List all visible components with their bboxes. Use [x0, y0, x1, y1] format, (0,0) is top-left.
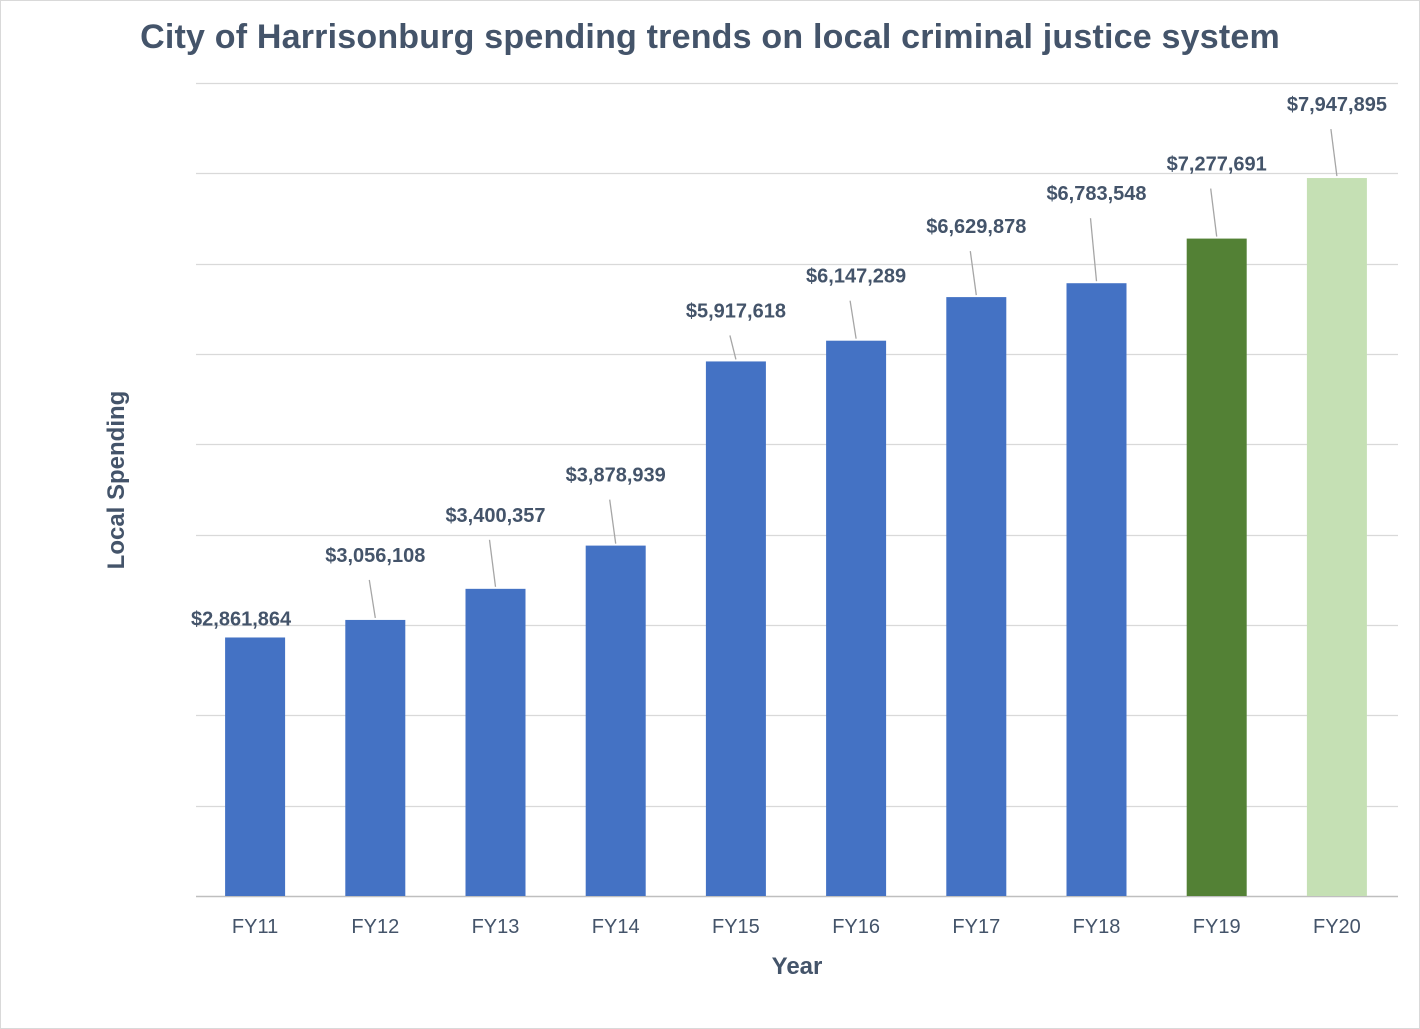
leader-line [1089, 218, 1098, 282]
data-label: $3,878,939 [566, 465, 666, 487]
x-tick-label: FY13 [472, 916, 520, 938]
data-label: $6,783,548 [1046, 183, 1146, 205]
data-label: $7,277,691 [1167, 154, 1267, 176]
leader-line [729, 335, 737, 360]
x-tick-labels: FY11 FY12 FY13 FY14 FY15 FY16 FY17 FY18 FY19 FY20 [232, 916, 1361, 938]
data-label: $2,861,864 [191, 608, 292, 630]
x-tick-label: FY16 [832, 916, 880, 938]
data-label: $6,147,289 [806, 266, 906, 288]
data-label: $3,056,108 [325, 545, 425, 567]
bar-fy15 [705, 361, 766, 896]
bars [225, 178, 1367, 896]
data-label: $7,947,895 [1287, 94, 1387, 116]
x-tick-label: FY20 [1313, 916, 1361, 938]
data-label: $3,400,357 [445, 505, 545, 527]
data-labels: $2,861,864 $3,056,108 $3,400,357 $3,878,939… [191, 94, 1387, 630]
x-tick-label: FY11 [232, 916, 278, 938]
bar-fy16 [826, 340, 887, 896]
x-tick-label: FY15 [712, 916, 760, 938]
bar-fy11 [225, 637, 286, 896]
leader-line [969, 251, 977, 296]
bar-fy17 [946, 297, 1007, 896]
chart-title: City of Harrisonburg spending trends on … [140, 18, 1280, 56]
data-label: $6,629,878 [926, 216, 1026, 238]
leader-line [849, 300, 857, 339]
x-tick-label: FY18 [1073, 916, 1121, 938]
x-tick-label: FY19 [1193, 916, 1241, 938]
bar-fy20 [1306, 178, 1367, 896]
leader-line [368, 579, 376, 619]
bar-fy19 [1186, 238, 1247, 896]
x-tick-label: FY17 [952, 916, 1000, 938]
leader-line [609, 499, 617, 544]
x-axis-title: Year [772, 953, 823, 980]
data-label-leaders [368, 128, 1338, 619]
x-tick-label: FY14 [592, 916, 640, 938]
data-label: $5,917,618 [686, 300, 786, 322]
bar-fy12 [345, 619, 406, 896]
bar-fy14 [585, 545, 646, 896]
bar-fy18 [1066, 283, 1127, 896]
leader-line [1330, 128, 1338, 177]
bar-fy13 [465, 588, 526, 896]
leader-line [1210, 188, 1218, 237]
leader-line [488, 539, 497, 587]
x-tick-label: FY12 [351, 916, 399, 938]
y-axis-title: Local Spending [103, 391, 130, 570]
